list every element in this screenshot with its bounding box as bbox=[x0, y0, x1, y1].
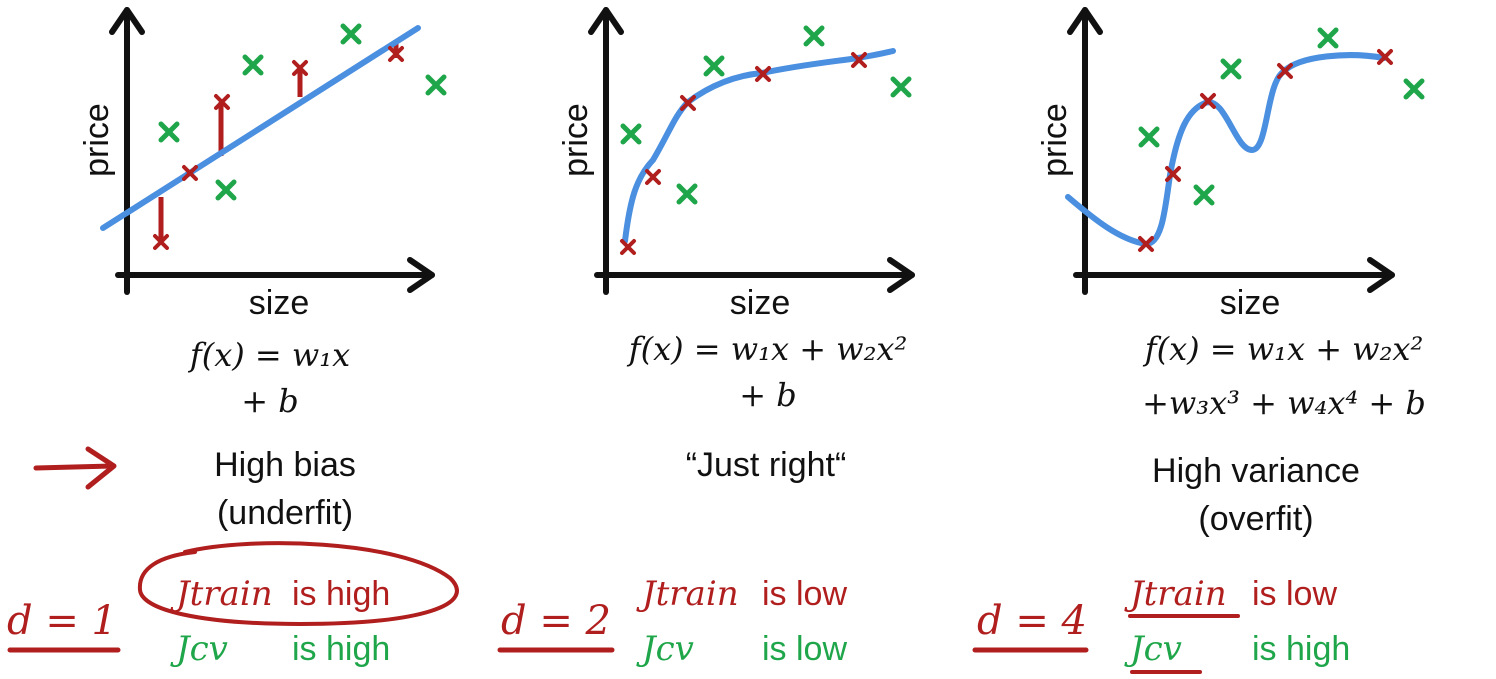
formula-line-2: + b bbox=[739, 376, 796, 414]
j-train-status: is high bbox=[292, 575, 390, 613]
title-line-1: High bias bbox=[214, 446, 356, 484]
j-cv-label: Jcv bbox=[636, 629, 694, 669]
axes bbox=[588, 7, 915, 295]
degree-label: d = 2 bbox=[501, 598, 611, 644]
x-axis-label: size bbox=[730, 284, 790, 322]
formula-line-2: + b bbox=[241, 382, 298, 420]
formula-line-1: f(x) = w₁x + w₂x² bbox=[1143, 330, 1424, 368]
fit-curve bbox=[1065, 52, 1387, 248]
y-axis-label: price bbox=[557, 103, 595, 177]
fit-line bbox=[100, 25, 421, 231]
j-train-label: Jtrain bbox=[636, 574, 739, 614]
panel-underfit: price size f(x) = w₁x + b High b bbox=[7, 7, 459, 669]
cv-markers bbox=[1138, 27, 1425, 206]
panel-overfit: price size f(x) = w₁x + w₂x² +w₃x³ + w₄x… bbox=[972, 7, 1426, 674]
x-axis-label: size bbox=[1220, 284, 1280, 322]
train-markers bbox=[1138, 49, 1393, 252]
x-axis-label: size bbox=[249, 284, 309, 322]
formula-line-1: f(x) = w₁x + w₂x² bbox=[627, 330, 908, 368]
train-markers bbox=[620, 52, 867, 255]
cv-markers bbox=[158, 23, 447, 201]
hand-arrow-annotation bbox=[33, 446, 117, 490]
j-train-label: Jtrain bbox=[170, 574, 273, 614]
formula-line-1: f(x) = w₁x bbox=[188, 336, 350, 374]
title-line-2: (underfit) bbox=[217, 494, 353, 532]
title-line-2: (overfit) bbox=[1198, 500, 1313, 538]
title-line-1: High variance bbox=[1152, 452, 1360, 490]
j-cv-status: is high bbox=[1252, 630, 1350, 668]
panel-just-right: price size f(x) = w₁x + w₂x² + b “Just r… bbox=[497, 7, 915, 669]
axes bbox=[1067, 7, 1395, 295]
formula-line-2: +w₃x³ + w₄x⁴ + b bbox=[1142, 384, 1426, 422]
circle-annotation bbox=[137, 541, 459, 627]
axes bbox=[109, 7, 435, 295]
j-cv-label: Jcv bbox=[1124, 629, 1182, 669]
j-cv-label: Jcv bbox=[170, 629, 228, 669]
y-axis-label: price bbox=[1036, 103, 1074, 177]
degree-label: d = 1 bbox=[7, 598, 117, 644]
degree-label: d = 4 bbox=[977, 598, 1087, 644]
residual-lines bbox=[158, 40, 399, 241]
cv-markers bbox=[620, 25, 912, 205]
j-train-status: is low bbox=[1252, 575, 1337, 613]
j-train-status: is low bbox=[762, 575, 847, 613]
train-markers bbox=[153, 46, 404, 250]
j-train-label: Jtrain bbox=[1124, 574, 1227, 614]
j-cv-status: is low bbox=[762, 630, 847, 668]
title-line-1: “Just right“ bbox=[686, 446, 847, 484]
j-cv-status: is high bbox=[292, 630, 390, 668]
y-axis-label: price bbox=[78, 103, 116, 177]
